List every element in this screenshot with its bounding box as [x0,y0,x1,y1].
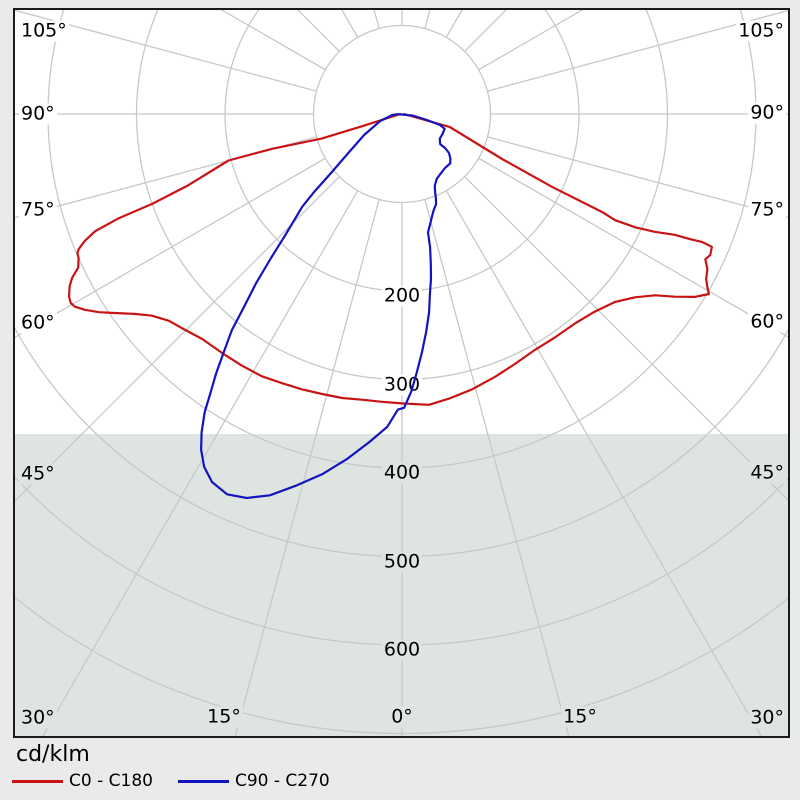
c90-c270-line-swatch [177,779,229,783]
ring-label-300: 300 [381,373,423,395]
ring-label-400: 400 [381,461,423,484]
legend-row: C0 - C180 C90 - C270 [12,771,800,791]
ring-label-500: 500 [381,550,423,572]
angle-label-left-90°: 90° [19,102,57,125]
legend-label-c90-c270: C90 - C270 [234,771,330,791]
ring-label-600: 600 [381,638,423,661]
angle-label-right-75°: 75° [748,198,786,221]
angle-label-bottom-0°: 0° [389,705,415,728]
angle-label-left-105°: 105° [19,19,69,42]
angle-label-left-60°: 60° [19,311,57,334]
angle-label-right-45°: 45° [748,461,786,484]
legend-label-c0-c180: C0 - C180 [69,771,153,791]
angle-label-bottom-15°: 15° [561,705,599,728]
c0-c180-line-swatch [12,779,63,783]
angle-label-left-45°: 45° [19,462,57,485]
legend-item-c90-c270: C90 - C270 [177,771,330,791]
angle-label-bottom-15°: 15° [205,705,243,728]
angle-label-right-30°: 30° [748,706,786,729]
legend: cd/klm C0 - C180 C90 - C270 [0,742,800,791]
angle-label-left-30°: 30° [19,706,57,729]
angle-label-right-105°: 105° [736,19,786,42]
unit-label: cd/klm [16,742,90,767]
angle-label-left-75°: 75° [19,198,57,221]
ring-label-200: 200 [381,284,423,307]
polar-plot: 105° 90° 75° 60° 45° 30° 105° 90° 75° 60° 45° 30° 15… [13,8,790,738]
angle-label-right-60°: 60° [748,310,786,333]
legend-item-c0-c180: C0 - C180 [12,771,153,791]
axis-label-layer: 105° 90° 75° 60° 45° 30° 105° 90° 75° 60° 45° 30° 15… [15,10,788,736]
angle-label-right-90°: 90° [748,101,786,124]
